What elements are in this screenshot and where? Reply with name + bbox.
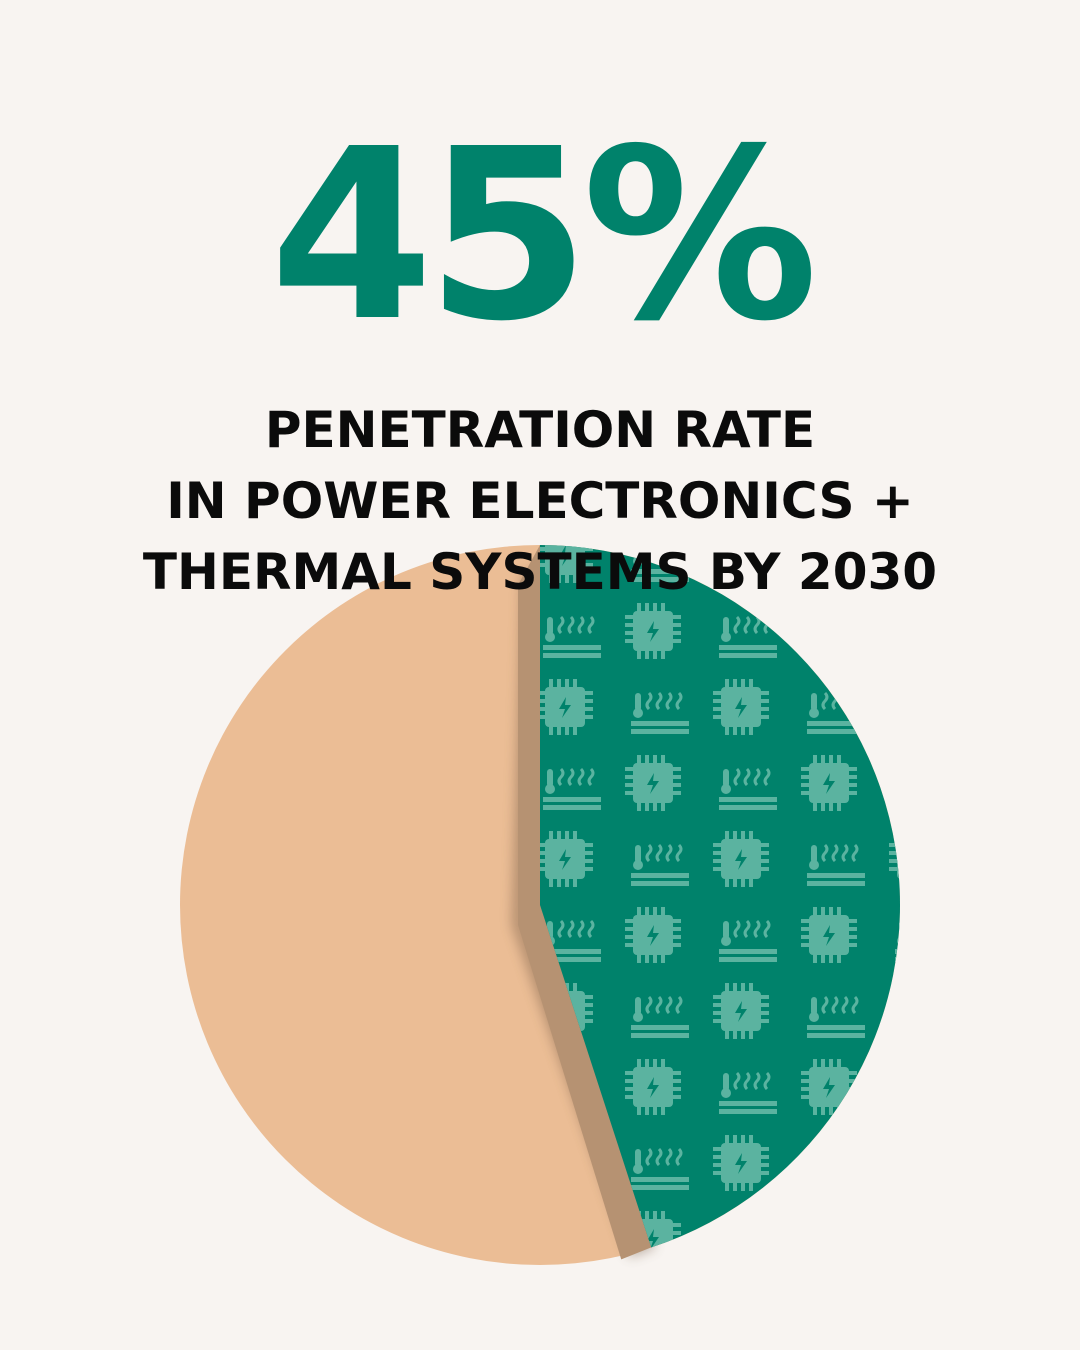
caption-line-1: PENETRATION RATE bbox=[264, 401, 816, 459]
pie-slices bbox=[180, 545, 901, 1265]
caption-line-3: THERMAL SYSTEMS BY 2030 bbox=[142, 543, 938, 601]
pie-slice-accent-pattern bbox=[540, 545, 901, 1248]
caption: PENETRATION RATE IN POWER ELECTRONICS + … bbox=[0, 395, 1080, 608]
headline-percentage: 45% bbox=[269, 98, 819, 373]
caption-line-2: IN POWER ELECTRONICS + bbox=[166, 472, 914, 530]
